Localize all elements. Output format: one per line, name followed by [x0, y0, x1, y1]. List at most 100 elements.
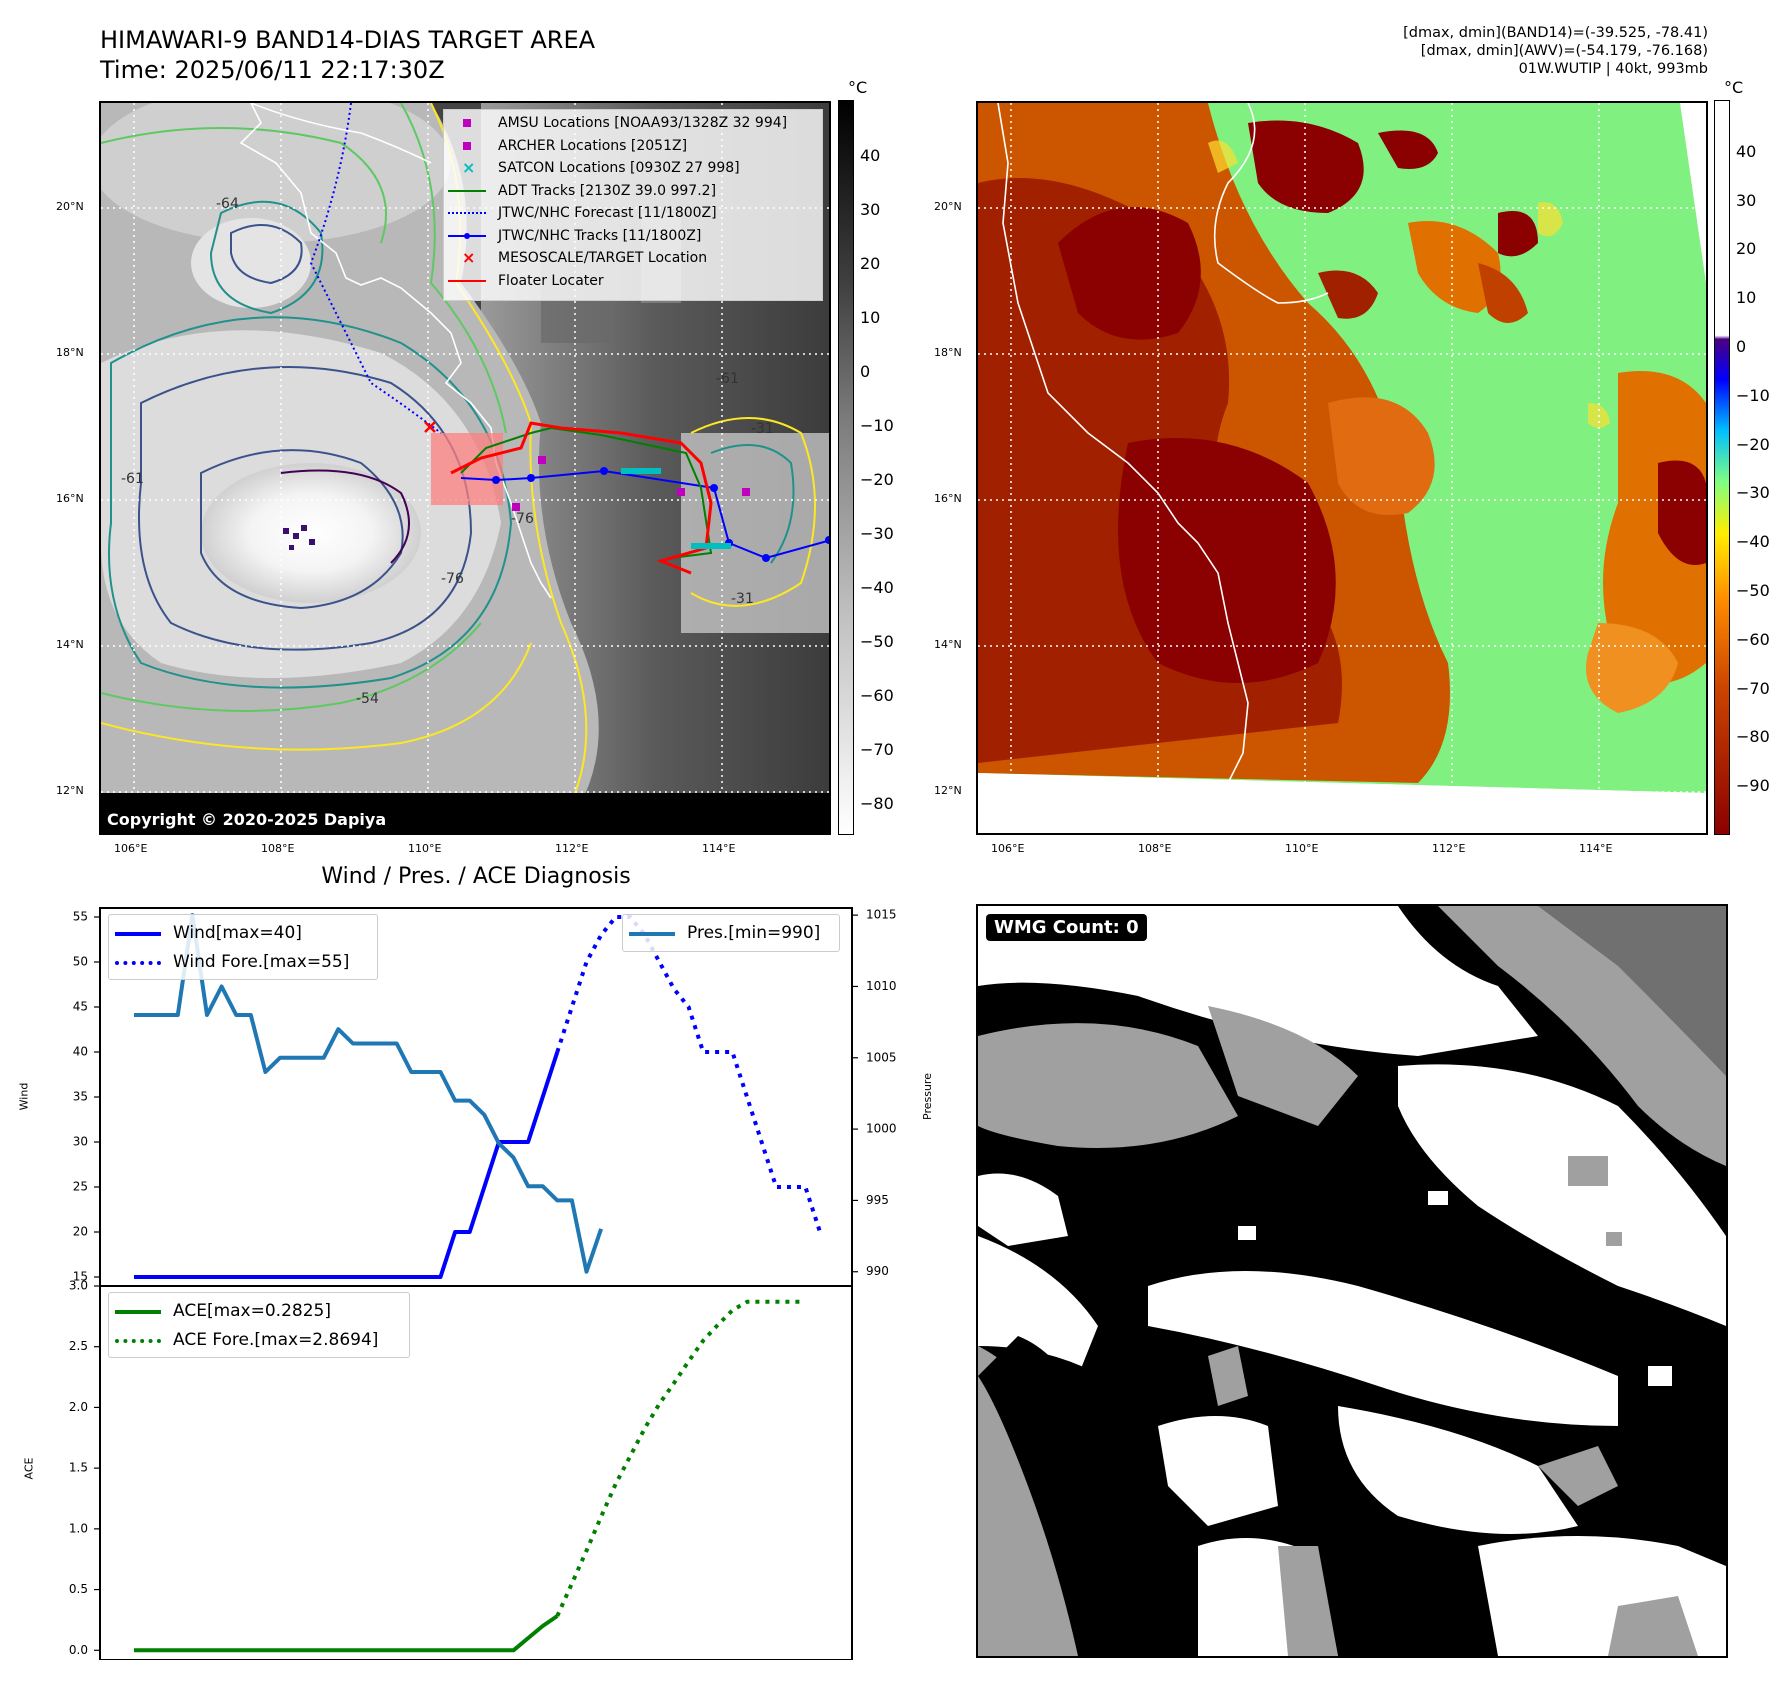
wind-tick-label: 35 [73, 1090, 88, 1104]
pressure-tick-label: 995 [866, 1193, 889, 1207]
ir-colorbar [838, 100, 854, 835]
diagnosis-chart: 55 50 45 40 35 30 25 20 15 1015 1010 1005 1000 995 99… [69, 907, 897, 1660]
ace-tick-label: 0.0 [69, 1643, 88, 1657]
lon-tick: 112°E [555, 842, 589, 855]
lon-tick: 108°E [261, 842, 295, 855]
legend-label: MESOSCALE/TARGET Location [498, 250, 708, 266]
pressure-tick-label: 1005 [866, 1050, 897, 1064]
wind-tick-label: 20 [73, 1225, 88, 1239]
lon-tick: 106°E [114, 842, 148, 855]
ir-cb-tick: 40 [860, 146, 881, 165]
wind-tick-label: 45 [73, 1000, 88, 1014]
pressure-tick-label: 1010 [866, 979, 897, 993]
awv-map-image [978, 103, 1706, 833]
legend-item-ace: ACE[max=0.2825] [115, 1297, 401, 1326]
legend-item-amsu: AMSU Locations [NOAA93/1328Z 32 994] [448, 112, 816, 135]
legend-label: SATCON Locations [0930Z 27 998] [498, 160, 740, 176]
wind-axis-label: Wind [17, 1082, 31, 1111]
contour-label-8: -76 [511, 511, 534, 527]
pressure-tick-label: 990 [866, 1264, 889, 1278]
lon-tick: 108°E [1138, 842, 1172, 855]
pressure-line [134, 913, 603, 1274]
ir-cb-tick: 30 [860, 200, 881, 219]
legend-label: JTWC/NHC Forecast [11/1800Z] [498, 205, 717, 221]
legend-item-pressure: Pres.[min=990] [629, 919, 831, 948]
ace-axes-frame [99, 1285, 853, 1660]
wmg-image [978, 906, 1726, 1656]
ace-tick-label: 2.0 [69, 1400, 88, 1414]
lon-tick: 114°E [702, 842, 736, 855]
lon-tick: 112°E [1432, 842, 1466, 855]
awv-colorbar-unit: °C [1724, 78, 1744, 97]
legend-label: Wind Fore.[max=55] [173, 952, 350, 972]
info-block: [dmax, dmin](BAND14)=(-39.525, -78.41) [… [1403, 24, 1708, 78]
awv-cb-tick: −60 [1736, 630, 1770, 649]
legend-item-target: × MESOSCALE/TARGET Location [448, 247, 816, 270]
contour-label-6: -31 [731, 591, 754, 607]
legend-label: ADT Tracks [2130Z 39.0 997.2] [498, 182, 717, 199]
ir-cb-tick: −30 [860, 524, 894, 543]
lon-tick: 110°E [1285, 842, 1319, 855]
pressure-axis-label: Pressure [920, 1073, 934, 1120]
legend-item-wind-fore: Wind Fore.[max=55] [115, 948, 369, 977]
legend-label: Pres.[min=990] [687, 923, 821, 943]
legend-label: AMSU Locations [NOAA93/1328Z 32 994] [498, 115, 788, 131]
awv-cb-tick: −30 [1736, 483, 1770, 502]
ace-forecast-line [555, 1299, 806, 1617]
wmg-count-label: WMG Count: 0 [986, 914, 1147, 941]
wind-line [134, 1051, 560, 1279]
lat-tick: 16°N [56, 492, 84, 505]
lat-tick: 12°N [56, 784, 84, 797]
legend-label: ARCHER Locations [2051Z] [498, 137, 688, 154]
awv-cb-tick: 40 [1736, 142, 1757, 161]
legend-item-archer: ARCHER Locations [2051Z] [448, 135, 816, 158]
awv-cb-tick: −40 [1736, 532, 1770, 551]
contour-label-2: -61 [121, 471, 144, 487]
lat-tick: 18°N [56, 346, 84, 359]
legend-item-satcon: × SATCON Locations [0930Z 27 998] [448, 157, 816, 180]
ace-tick-label: 1.0 [69, 1521, 88, 1535]
wmg-panel[interactable]: WMG Count: 0 [976, 904, 1728, 1658]
ir-cb-tick: −50 [860, 632, 894, 651]
wind-tick-label: 50 [73, 955, 88, 969]
legend-label: Wind[max=40] [173, 923, 302, 943]
awv-cb-tick: 20 [1736, 239, 1757, 258]
legend-item-adt: ADT Tracks [2130Z 39.0 997.2] [448, 180, 816, 203]
wind-tick-label: 25 [73, 1180, 88, 1194]
wind-tick-label: 55 [73, 910, 88, 924]
ace-legend: ACE[max=0.2825] ACE Fore.[max=2.8694] [108, 1292, 410, 1358]
wind-tick-label: 40 [73, 1045, 88, 1059]
contour-label-3: -61 [716, 371, 739, 387]
info-awv: [dmax, dmin](AWV)=(-54.179, -76.168) [1420, 43, 1708, 59]
copyright-text: Copyright © 2020-2025 Dapiya [107, 810, 387, 829]
lat-tick: 18°N [934, 346, 962, 359]
info-storm: 01W.WUTIP | 40kt, 993mb [1518, 61, 1708, 77]
ace-tick-label: 2.5 [69, 1339, 88, 1353]
ir-colorbar-unit: °C [848, 78, 868, 97]
ir-cb-tick: −80 [860, 794, 894, 813]
wind-tick-label: 30 [73, 1135, 88, 1149]
awv-colorbar [1714, 100, 1730, 835]
diagnosis-title: Wind / Pres. / ACE Diagnosis [321, 864, 631, 889]
legend-item-ace-fore: ACE Fore.[max=2.8694] [115, 1326, 401, 1355]
ir-cb-tick: −20 [860, 470, 894, 489]
awv-cb-tick: 10 [1736, 288, 1757, 307]
ir-map-panel[interactable]: -64 -61 -61 -76 -54 -31 -31 -76 Copyrigh… [99, 101, 831, 835]
contour-label-1: -64 [216, 196, 239, 212]
pressure-tick-label: 1000 [866, 1122, 897, 1136]
ir-cb-tick: −40 [860, 578, 894, 597]
ir-cb-tick: −60 [860, 686, 894, 705]
ir-legend: AMSU Locations [NOAA93/1328Z 32 994] ARC… [443, 109, 823, 301]
awv-cb-tick: 0 [1736, 337, 1747, 356]
awv-map-panel[interactable] [976, 101, 1708, 835]
lat-tick: 14°N [934, 638, 962, 651]
wind-legend: Wind[max=40] Wind Fore.[max=55] [108, 914, 378, 980]
time-subtitle: Time: 2025/06/11 22:17:30Z [100, 56, 445, 84]
legend-item-wind: Wind[max=40] [115, 919, 369, 948]
legend-label: ACE[max=0.2825] [173, 1301, 331, 1321]
ir-cb-tick: −70 [860, 740, 894, 759]
awv-cb-tick: −70 [1736, 679, 1770, 698]
contour-label-4: -76 [441, 571, 464, 587]
contour-label-7: -31 [751, 421, 774, 437]
lon-tick: 110°E [408, 842, 442, 855]
